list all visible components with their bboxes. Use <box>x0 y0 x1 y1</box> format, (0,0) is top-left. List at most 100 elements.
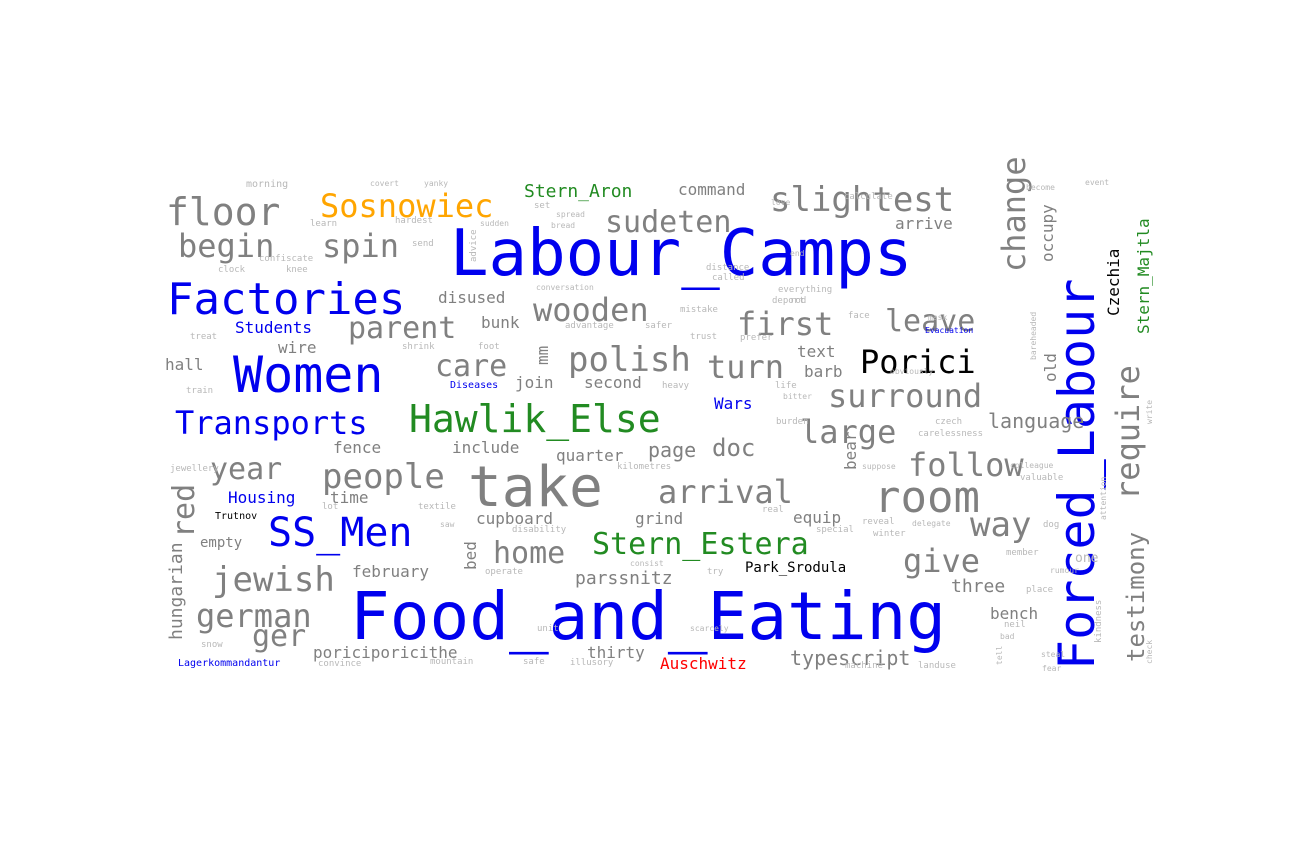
cloud-word-czech: czech <box>935 417 963 427</box>
cloud-word-valuable: valuable <box>1020 473 1064 483</box>
cloud-word-prefer: prefer <box>740 333 773 343</box>
cloud-word-obviously: obviously <box>890 367 934 376</box>
cloud-word-tell: tell <box>995 645 1004 665</box>
cloud-word-covert: covert <box>370 179 399 188</box>
cloud-word-hall: hall <box>165 355 204 374</box>
cloud-word-safe: safe <box>523 657 545 667</box>
cloud-word-three: three <box>951 576 1006 597</box>
cloud-word-second: second <box>584 373 642 392</box>
cloud-word-year: year <box>210 452 283 487</box>
cloud-word-advantage: advantage <box>565 321 614 331</box>
cloud-word-ss-men: SS_Men <box>268 510 413 556</box>
cloud-word-wire: wire <box>278 338 317 357</box>
cloud-word-treat: treat <box>190 332 218 342</box>
cloud-word-stern-majtla: Stern_Majtla <box>1134 218 1153 334</box>
cloud-word-room: room <box>874 472 980 523</box>
cloud-word-attention: attention <box>1099 476 1108 520</box>
cloud-word-poriciporicithe: poriciporicithe <box>313 643 458 662</box>
cloud-word-diseases: Diseases <box>450 380 499 391</box>
cloud-word-kilometres: kilometres <box>617 462 672 472</box>
cloud-word-large: large <box>800 413 897 451</box>
cloud-word-mistake: mistake <box>680 305 718 315</box>
cloud-word-change: change <box>995 156 1033 272</box>
cloud-word-distance: distance <box>706 263 750 273</box>
cloud-word-parent: parent <box>348 311 457 346</box>
cloud-word-german: german <box>196 597 312 635</box>
cloud-word-parssnitz: parssnitz <box>575 568 673 589</box>
cloud-word-member: member <box>1006 548 1039 558</box>
cloud-word-ger: ger <box>252 619 307 654</box>
cloud-word-morning: morning <box>246 179 289 190</box>
cloud-word-cupboard: cupboard <box>476 509 554 528</box>
cloud-word-lot: lot <box>322 502 339 512</box>
cloud-word-hardest: hardest <box>395 216 433 226</box>
cloud-word-lagerkommandantur: Lagerkommandantur <box>178 658 281 669</box>
cloud-word-quarter: quarter <box>556 446 624 465</box>
cloud-word-typescript: typescript <box>790 646 911 670</box>
cloud-word-bed: bed <box>461 541 480 570</box>
cloud-word-care: care <box>435 349 508 384</box>
cloud-word-evacuation: Evacuation <box>925 326 974 335</box>
cloud-word-burden: burden <box>776 417 809 427</box>
cloud-word-text: text <box>797 342 836 361</box>
cloud-word-bunk: bunk <box>481 313 520 332</box>
cloud-word-convince: convince <box>318 659 362 669</box>
cloud-word-students: Students <box>235 318 313 337</box>
cloud-word-stern-aron: Stern_Aron <box>524 181 633 202</box>
cloud-word-disability: disability <box>512 525 567 535</box>
cloud-word-begin: begin <box>178 227 275 265</box>
cloud-word-winter: winter <box>873 529 906 539</box>
cloud-word-rod: rod <box>790 296 807 306</box>
cloud-word-empty: empty <box>200 535 243 551</box>
cloud-word-conversation: conversation <box>536 283 594 292</box>
cloud-word-calculate: calculate <box>844 192 893 202</box>
cloud-word-mm: mm <box>533 345 552 365</box>
cloud-word-leave: leave <box>885 304 976 339</box>
cloud-word-neil: neil <box>1004 620 1026 630</box>
cloud-word-mountain: mountain <box>430 657 474 667</box>
cloud-word-follow: follow <box>908 446 1024 484</box>
cloud-word-bitter: bitter <box>783 392 812 401</box>
cloud-word-home: home <box>493 536 566 571</box>
cloud-word-reveal: reveal <box>862 517 895 527</box>
cloud-word-arrival: arrival <box>658 473 793 511</box>
cloud-word-face: face <box>848 311 870 321</box>
cloud-word-called: called <box>712 273 745 283</box>
cloud-word-hawlik-else: Hawlik_Else <box>409 397 661 441</box>
cloud-word-dog: dog <box>1043 520 1060 530</box>
cloud-word-bread: bread <box>551 221 576 230</box>
cloud-word-write: write <box>1145 399 1154 424</box>
cloud-word-one: one <box>1075 551 1099 566</box>
cloud-word-knee: knee <box>286 265 308 275</box>
cloud-word-join: join <box>515 373 554 392</box>
cloud-word-grind: grind <box>635 509 684 528</box>
cloud-word-thirty: thirty <box>587 643 645 662</box>
cloud-word-foot: foot <box>478 342 500 352</box>
cloud-word-labour-camps: Labour_Camps <box>450 217 913 291</box>
cloud-word-first: first <box>737 305 834 343</box>
cloud-word-disused: disused <box>438 288 506 307</box>
cloud-word-surround: surround <box>828 377 983 415</box>
cloud-word-safer: safer <box>645 321 673 331</box>
cloud-word-housing: Housing <box>228 488 296 507</box>
cloud-word-language: language <box>988 409 1085 433</box>
cloud-word-landuse: landuse <box>918 661 956 671</box>
cloud-word-bad: bad <box>1000 632 1015 641</box>
cloud-word-slightest: slightest <box>770 180 955 220</box>
cloud-word-equip: equip <box>793 508 842 527</box>
cloud-word-floor: floor <box>166 190 281 234</box>
cloud-word-clock: clock <box>218 265 246 275</box>
cloud-word-yanky: yanky <box>424 179 449 188</box>
cloud-word-end: end <box>790 249 805 258</box>
cloud-word-sudden: sudden <box>480 219 509 228</box>
cloud-word-send: send <box>412 239 434 249</box>
cloud-word-doc: doc <box>712 434 756 462</box>
cloud-word-wars: Wars <box>714 394 753 413</box>
cloud-word-jewish: jewish <box>212 560 335 600</box>
cloud-word-snow: snow <box>201 640 223 650</box>
cloud-word-sudeten: sudeten <box>605 205 732 240</box>
cloud-word-scarcely: scarcely <box>690 624 729 633</box>
cloud-word-train: train <box>186 386 214 396</box>
cloud-word-carelessness: carelessness <box>918 429 984 439</box>
